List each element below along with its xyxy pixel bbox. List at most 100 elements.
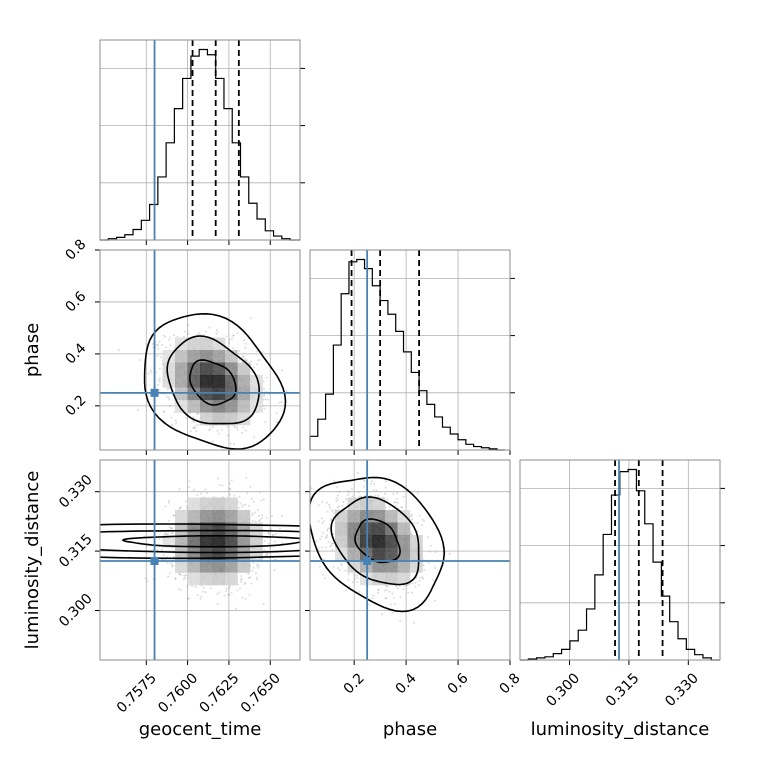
sample-point bbox=[332, 565, 335, 568]
sample-point bbox=[238, 359, 241, 362]
sample-point bbox=[261, 351, 264, 353]
density-cell bbox=[335, 535, 348, 548]
density-cell bbox=[347, 547, 361, 561]
sample-point bbox=[244, 597, 247, 600]
sample-point bbox=[386, 585, 389, 588]
sample-point bbox=[158, 389, 161, 392]
sample-point bbox=[325, 536, 328, 539]
density-cell bbox=[187, 497, 201, 511]
sample-point bbox=[273, 540, 276, 543]
density-cell bbox=[212, 535, 226, 548]
sample-point bbox=[411, 518, 413, 521]
sample-point bbox=[263, 394, 266, 397]
sample-point bbox=[251, 519, 254, 522]
sample-point bbox=[227, 342, 230, 344]
density-cell bbox=[200, 560, 213, 573]
sample-point bbox=[254, 520, 257, 523]
sample-point bbox=[320, 517, 323, 520]
sample-point bbox=[229, 493, 231, 496]
density-cell bbox=[212, 547, 226, 561]
x-tick-label-phase: 0.4 bbox=[393, 670, 420, 697]
sample-point bbox=[144, 577, 147, 580]
density-cell bbox=[347, 535, 361, 548]
sample-point bbox=[385, 588, 388, 591]
y-axis-label-phase: phase bbox=[22, 323, 43, 377]
sample-point bbox=[242, 504, 245, 507]
sample-point bbox=[281, 514, 284, 517]
sample-point bbox=[317, 547, 320, 550]
sample-point bbox=[196, 413, 198, 416]
sample-point bbox=[145, 545, 148, 548]
sample-point bbox=[183, 574, 186, 577]
sample-point bbox=[350, 487, 353, 490]
density-cell bbox=[385, 510, 398, 523]
sample-point bbox=[372, 489, 375, 491]
x-tick-label-geocent_time: 0.7575 bbox=[114, 670, 160, 716]
sample-point bbox=[315, 540, 318, 543]
sample-point bbox=[345, 498, 348, 501]
sample-point bbox=[356, 581, 359, 584]
density-cell bbox=[237, 387, 251, 401]
density-cell bbox=[187, 547, 201, 561]
sample-point bbox=[278, 401, 281, 404]
sample-point bbox=[321, 500, 324, 503]
density-cell bbox=[225, 412, 238, 426]
sample-point bbox=[396, 492, 399, 495]
sample-point bbox=[180, 589, 183, 592]
sample-point bbox=[427, 536, 430, 539]
sample-point bbox=[402, 588, 405, 591]
sample-point bbox=[256, 350, 259, 353]
sample-point bbox=[220, 429, 223, 432]
sample-point bbox=[353, 574, 356, 577]
contour-2 bbox=[143, 312, 287, 450]
y-tick-label-phase: 0.2 bbox=[62, 392, 89, 419]
joint-contents bbox=[310, 460, 510, 660]
sample-point bbox=[228, 338, 231, 341]
sample-point bbox=[252, 566, 255, 569]
marginal-histogram-luminosity_distance bbox=[520, 468, 720, 661]
sample-point bbox=[399, 620, 402, 622]
sample-point bbox=[333, 479, 336, 482]
sample-point bbox=[338, 505, 341, 507]
x-tick-label-luminosity_distance: 0.330 bbox=[662, 670, 702, 710]
sample-point bbox=[338, 569, 341, 572]
sample-point bbox=[261, 514, 264, 516]
density-cell bbox=[175, 547, 188, 561]
density-cell bbox=[225, 522, 238, 536]
sample-point bbox=[216, 603, 219, 606]
sample-point bbox=[377, 588, 380, 591]
sample-point bbox=[174, 577, 177, 580]
sample-point bbox=[244, 429, 247, 432]
sample-point bbox=[394, 501, 397, 504]
sample-point bbox=[168, 519, 171, 522]
sample-point bbox=[260, 499, 263, 502]
sample-point bbox=[393, 603, 396, 606]
sample-point bbox=[374, 494, 377, 497]
sample-point bbox=[264, 421, 267, 424]
sample-point bbox=[281, 369, 283, 372]
sample-point bbox=[255, 564, 258, 567]
sample-point bbox=[321, 546, 324, 549]
sample-point bbox=[372, 594, 375, 597]
sample-point bbox=[396, 501, 399, 504]
density-cell bbox=[225, 572, 238, 586]
sample-point bbox=[171, 424, 173, 426]
sample-point bbox=[432, 579, 435, 582]
sample-point bbox=[186, 330, 189, 333]
joint-contents bbox=[100, 250, 300, 450]
sample-point bbox=[147, 372, 150, 375]
sample-point bbox=[240, 578, 243, 581]
sample-point bbox=[247, 504, 250, 507]
sample-point bbox=[171, 527, 174, 530]
sample-point bbox=[221, 484, 224, 487]
sample-point bbox=[249, 485, 252, 488]
sample-point bbox=[330, 542, 333, 545]
sample-point bbox=[164, 505, 167, 508]
sample-point bbox=[280, 401, 283, 403]
sample-point bbox=[247, 573, 250, 575]
contour-1 bbox=[166, 335, 261, 425]
sample-point bbox=[169, 336, 172, 339]
sample-point bbox=[345, 589, 348, 592]
sample-point bbox=[179, 507, 182, 510]
density-cell bbox=[225, 362, 238, 376]
